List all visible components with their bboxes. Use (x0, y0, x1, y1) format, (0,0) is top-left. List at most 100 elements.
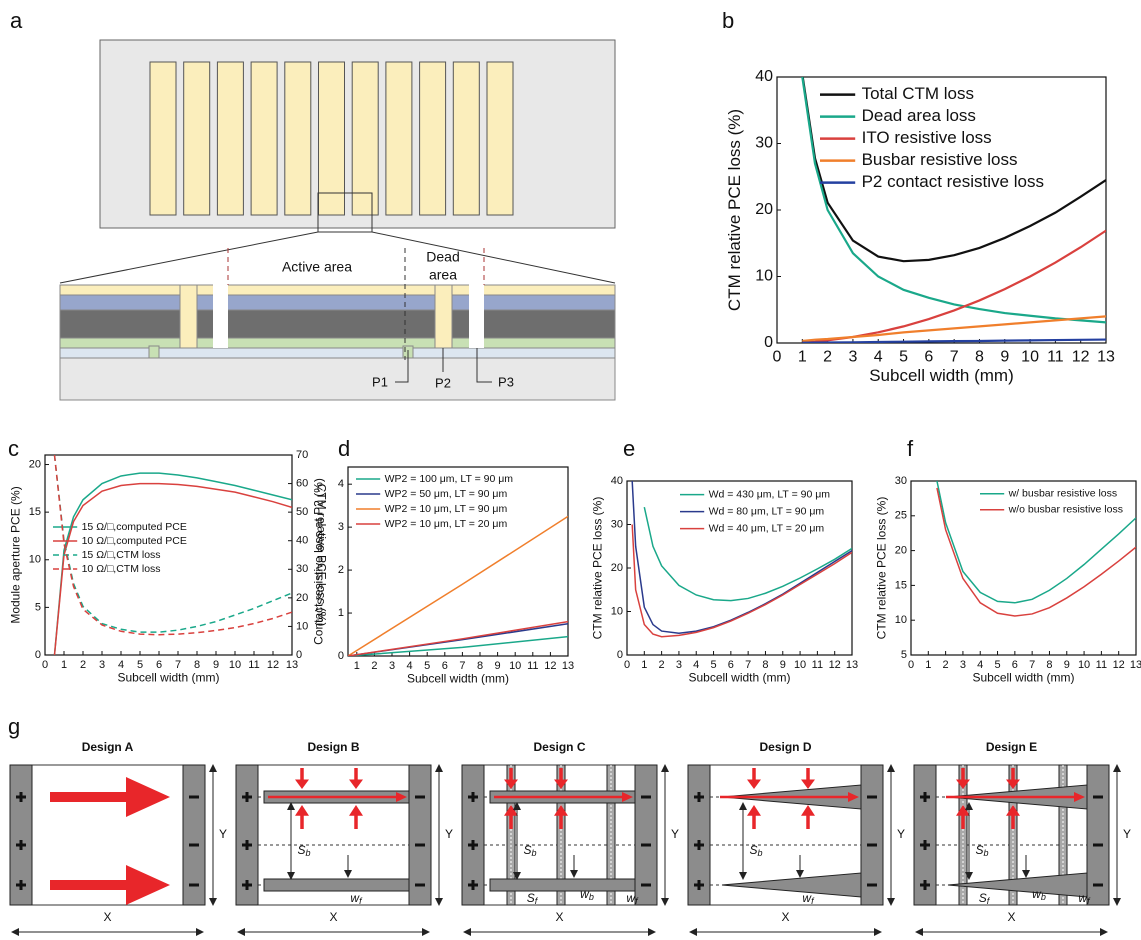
plus-sign (19, 792, 23, 802)
subcell (183, 61, 211, 216)
x-tick-label: 12 (1072, 349, 1090, 366)
y-tick-label: 30 (611, 518, 623, 530)
x-tick-label: 1 (354, 660, 360, 672)
finger (489, 878, 636, 892)
series-line (801, 77, 1106, 263)
dimension-label: wf (1078, 891, 1091, 906)
x-tick-label: 8 (762, 659, 768, 671)
x-tick-label: 6 (442, 660, 448, 672)
current-arrow (50, 865, 170, 905)
x-tick-label: 4 (407, 660, 413, 672)
y-tick-label: 10 (29, 554, 41, 566)
current-arrow (268, 792, 407, 802)
legend-label: WP2 = 10 μm, LT = 20 μm (385, 518, 508, 530)
plus-sign (697, 840, 701, 850)
minus-sign (1093, 883, 1103, 887)
x-tick-label: 11 (248, 659, 259, 671)
series-line (643, 506, 852, 602)
label-main: w (1032, 887, 1042, 901)
label-sub: f (535, 896, 539, 906)
x-tick-label: 2 (943, 659, 949, 671)
y-tick-label: 10 (611, 605, 623, 617)
current-arrow (554, 805, 568, 829)
subcell (486, 61, 514, 216)
legend-label: Total CTM loss (862, 84, 974, 103)
label-main: w (580, 887, 590, 901)
series-line (53, 455, 292, 636)
y2-tick-label: 0 (296, 649, 302, 661)
label-sub: f (359, 896, 363, 906)
y-tick-label: 3 (338, 521, 344, 533)
current-arrow (295, 805, 309, 829)
x-tick-label: 2 (823, 349, 832, 366)
x-tick-label: 1 (798, 349, 807, 366)
y-tick-label: 5 (901, 649, 907, 661)
design-title: Design E (986, 740, 1037, 754)
dimension-label: Sb (297, 843, 310, 858)
series-line (53, 455, 292, 633)
label-main: S (297, 843, 305, 857)
current-arrow (349, 768, 363, 789)
x-tick-label: 0 (773, 349, 782, 366)
x-tick-label: 7 (175, 659, 181, 671)
x-axis-label: Subcell width (mm) (407, 671, 509, 685)
y-tick-label: 15 (29, 506, 41, 518)
plus-sign (697, 792, 701, 802)
area-label: Active area (282, 259, 352, 275)
x-tick-label: 9 (780, 659, 786, 671)
label-main: w (802, 891, 812, 905)
panel-label: c (8, 436, 19, 461)
x-tick-label: 8 (194, 659, 200, 671)
panel-label: e (623, 436, 635, 461)
design-title: Design C (533, 740, 585, 754)
minus-sign (641, 795, 651, 799)
y-tick-label: 1 (338, 607, 344, 619)
y-tick-label: 20 (611, 562, 623, 574)
label-main: S (749, 843, 757, 857)
y2-axis-label: CTM relative PCE loss (%) (314, 484, 328, 627)
x-tick-label: 4 (118, 659, 124, 671)
label-main: w (350, 891, 360, 905)
label-sub: f (635, 896, 639, 906)
x-dimension-label: X (329, 910, 337, 924)
panel-a: a Active area Dead area P1 P2 P3 (10, 8, 616, 401)
label-main: w (1078, 891, 1088, 905)
series-line (631, 524, 852, 638)
dimension-label: Sb (523, 843, 536, 858)
x-tick-label: 10 (509, 660, 521, 672)
x-tick-label: 13 (562, 660, 574, 672)
minus-sign (641, 843, 651, 847)
x-axis-label: Subcell width (mm) (869, 366, 1014, 385)
minus-sign (189, 795, 199, 799)
label-sub: b (306, 848, 311, 858)
dimension-label: wf (626, 891, 639, 906)
busbar (408, 764, 432, 906)
legend-label: Wd = 80 μm, LT = 90 μm (709, 505, 825, 517)
panel-label: d (338, 436, 350, 461)
scribe-label: P3 (498, 374, 514, 389)
current-arrow (720, 792, 859, 802)
label-sub: b (589, 892, 594, 902)
x-tick-label: 2 (659, 659, 665, 671)
label-main: S (975, 843, 983, 857)
y-tick-label: 0 (35, 649, 41, 661)
minus-sign (415, 795, 425, 799)
tapered-finger (721, 872, 862, 898)
x-axis-label: Subcell width (mm) (972, 670, 1074, 684)
current-arrow (494, 792, 633, 802)
busbar (235, 764, 259, 906)
x-tick-label: 5 (899, 349, 908, 366)
x-tick-label: 11 (1096, 659, 1107, 671)
x-tick-label: 4 (874, 349, 883, 366)
y-tick-label: 30 (755, 135, 773, 152)
series-line (802, 315, 1106, 343)
dimension-label: wf (802, 891, 815, 906)
label-main: w (626, 891, 636, 905)
y-tick-label: 5 (35, 601, 41, 613)
y-axis-label: CTM relative PCE loss (%) (725, 109, 744, 311)
dimension-label: wb (1032, 887, 1046, 902)
legend-label: WP2 = 50 μm, LT = 90 μm (385, 488, 508, 500)
y-dimension-label: Y (445, 827, 453, 841)
plus-sign (471, 880, 475, 890)
design-title: Design B (307, 740, 359, 754)
